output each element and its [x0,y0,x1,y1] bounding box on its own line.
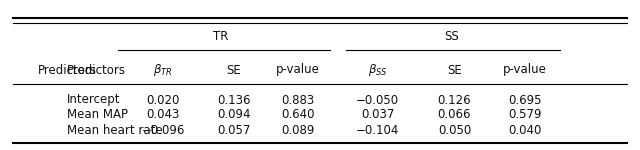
Text: −0.104: −0.104 [356,123,399,136]
Text: Intercept: Intercept [67,93,121,106]
Text: p-value: p-value [276,63,319,76]
Text: 0.579: 0.579 [508,108,541,122]
Text: 0.037: 0.037 [361,108,394,122]
Text: 0.040: 0.040 [508,123,541,136]
Text: 0.089: 0.089 [281,123,314,136]
Text: 0.094: 0.094 [217,108,250,122]
Text: p-value: p-value [503,63,547,76]
Text: Predictors: Predictors [38,63,97,76]
Text: $\beta_{TR}$: $\beta_{TR}$ [154,62,173,78]
Text: 0.043: 0.043 [147,108,180,122]
Text: Mean heart rate: Mean heart rate [67,123,163,136]
Text: 0.020: 0.020 [147,93,180,106]
Text: 0.057: 0.057 [217,123,250,136]
Text: 0.050: 0.050 [438,123,471,136]
Text: 0.126: 0.126 [438,93,471,106]
Text: SS: SS [444,30,459,42]
Text: 0.136: 0.136 [217,93,250,106]
Text: 0.066: 0.066 [438,108,471,122]
Text: Mean MAP: Mean MAP [67,108,128,122]
Text: −0.096: −0.096 [141,123,185,136]
Text: TR: TR [213,30,228,42]
Text: SE: SE [226,63,241,76]
Text: Predictors: Predictors [67,63,126,76]
Text: −0.050: −0.050 [356,93,399,106]
Text: SE: SE [447,63,462,76]
Text: $\beta_{SS}$: $\beta_{SS}$ [368,62,387,78]
Text: 0.640: 0.640 [281,108,314,122]
Text: 0.695: 0.695 [508,93,541,106]
Text: 0.883: 0.883 [281,93,314,106]
